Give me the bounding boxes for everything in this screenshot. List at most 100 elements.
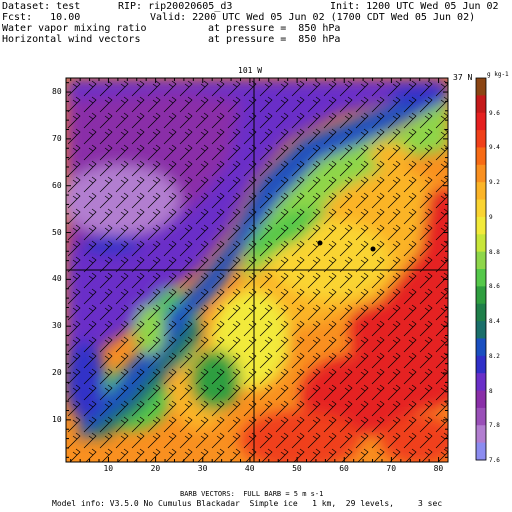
wind-barb (67, 176, 81, 193)
wind-barb (355, 80, 369, 97)
wind-barb (229, 448, 241, 462)
wind-barb (419, 192, 433, 209)
wind-barb (371, 96, 385, 113)
wind-barb (147, 112, 161, 129)
wind-barb (419, 400, 433, 417)
wind-barb (195, 272, 209, 289)
colorbar-swatch (476, 182, 486, 201)
wind-barb (211, 400, 225, 417)
wind-barb (83, 368, 97, 385)
wind-barb (163, 208, 177, 225)
wind-barb (131, 432, 145, 449)
colorbar-swatch (476, 234, 486, 253)
wind-barb (213, 448, 225, 462)
wind-barb (195, 416, 209, 433)
wind-barb (131, 400, 145, 417)
wind-barb (85, 448, 97, 462)
wind-barb (115, 208, 129, 225)
wind-barb (275, 352, 289, 369)
wind-barb (147, 352, 161, 369)
wind-barb (387, 144, 401, 161)
wind-barb (211, 208, 225, 225)
wind-barb (147, 384, 161, 401)
y-tick-label: 70 (52, 133, 62, 143)
colorbar-label: 8.2 (489, 352, 500, 360)
wind-barb (339, 240, 353, 257)
wind-barb (307, 288, 321, 305)
wind-barb (403, 400, 417, 417)
wind-barb (163, 384, 177, 401)
wind-barb (403, 176, 417, 193)
wind-barb (163, 288, 177, 305)
wind-barb (307, 368, 321, 385)
wind-barb (355, 336, 369, 353)
wind-barb (403, 192, 417, 209)
wind-barb (291, 336, 305, 353)
wind-barb (195, 160, 209, 177)
wind-barb (387, 160, 401, 177)
wind-barb (291, 224, 305, 241)
wind-barb (179, 288, 193, 305)
wind-barb (435, 160, 448, 177)
wind-barb (275, 96, 289, 113)
wind-barb (371, 304, 385, 321)
colorbar-swatch (476, 286, 486, 305)
x-tick-label: 70 (386, 464, 397, 473)
wind-barb (83, 240, 97, 257)
wind-barb (387, 128, 401, 145)
wind-barb (115, 240, 129, 257)
wind-barb (211, 256, 225, 273)
wind-barb (307, 208, 321, 225)
wind-barb (163, 240, 177, 257)
wind-barb (419, 160, 433, 177)
wind-barb (291, 240, 305, 257)
wind-barb (131, 96, 145, 113)
wind-barb (291, 384, 305, 401)
wind-barb (179, 144, 193, 161)
wind-barb (291, 144, 305, 161)
wind-barb (243, 336, 257, 353)
colorbar-swatch (476, 251, 486, 270)
wind-barb (131, 176, 145, 193)
wind-barb (419, 336, 433, 353)
wind-barb (387, 240, 401, 257)
wind-barb (323, 368, 337, 385)
wind-barb (291, 96, 305, 113)
wind-barb (339, 80, 353, 97)
wind-barb (387, 416, 401, 433)
wind-barb (99, 368, 113, 385)
wind-barb (323, 272, 337, 289)
wind-barb (323, 256, 337, 273)
wind-barb (83, 272, 97, 289)
wind-barb (227, 224, 241, 241)
wind-barb (307, 384, 321, 401)
wind-barb (131, 304, 145, 321)
wind-barb (211, 368, 225, 385)
wind-barb (435, 224, 448, 241)
wind-barb (227, 320, 241, 337)
wind-barb (291, 192, 305, 209)
wind-barb (99, 384, 113, 401)
wind-barb (387, 336, 401, 353)
wind-barb (435, 400, 448, 417)
wind-barb (83, 288, 97, 305)
wind-barb (165, 448, 177, 462)
parallel-label: 37 N (453, 73, 473, 82)
wind-barb (227, 112, 241, 129)
wind-barb (243, 240, 257, 257)
wind-barb (323, 224, 337, 241)
wind-barb (339, 288, 353, 305)
wind-barb (179, 320, 193, 337)
wind-barb (387, 288, 401, 305)
wind-barb (227, 192, 241, 209)
wind-barb (115, 224, 129, 241)
wind-barb (387, 272, 401, 289)
wind-barb (435, 256, 448, 273)
wind-barb (291, 112, 305, 129)
wind-barb (131, 336, 145, 353)
field1-name: Water vapor mixing ratio (2, 23, 147, 34)
wind-barb (259, 96, 273, 113)
wind-barb (387, 224, 401, 241)
wind-barb (355, 224, 369, 241)
wind-barb (387, 352, 401, 369)
